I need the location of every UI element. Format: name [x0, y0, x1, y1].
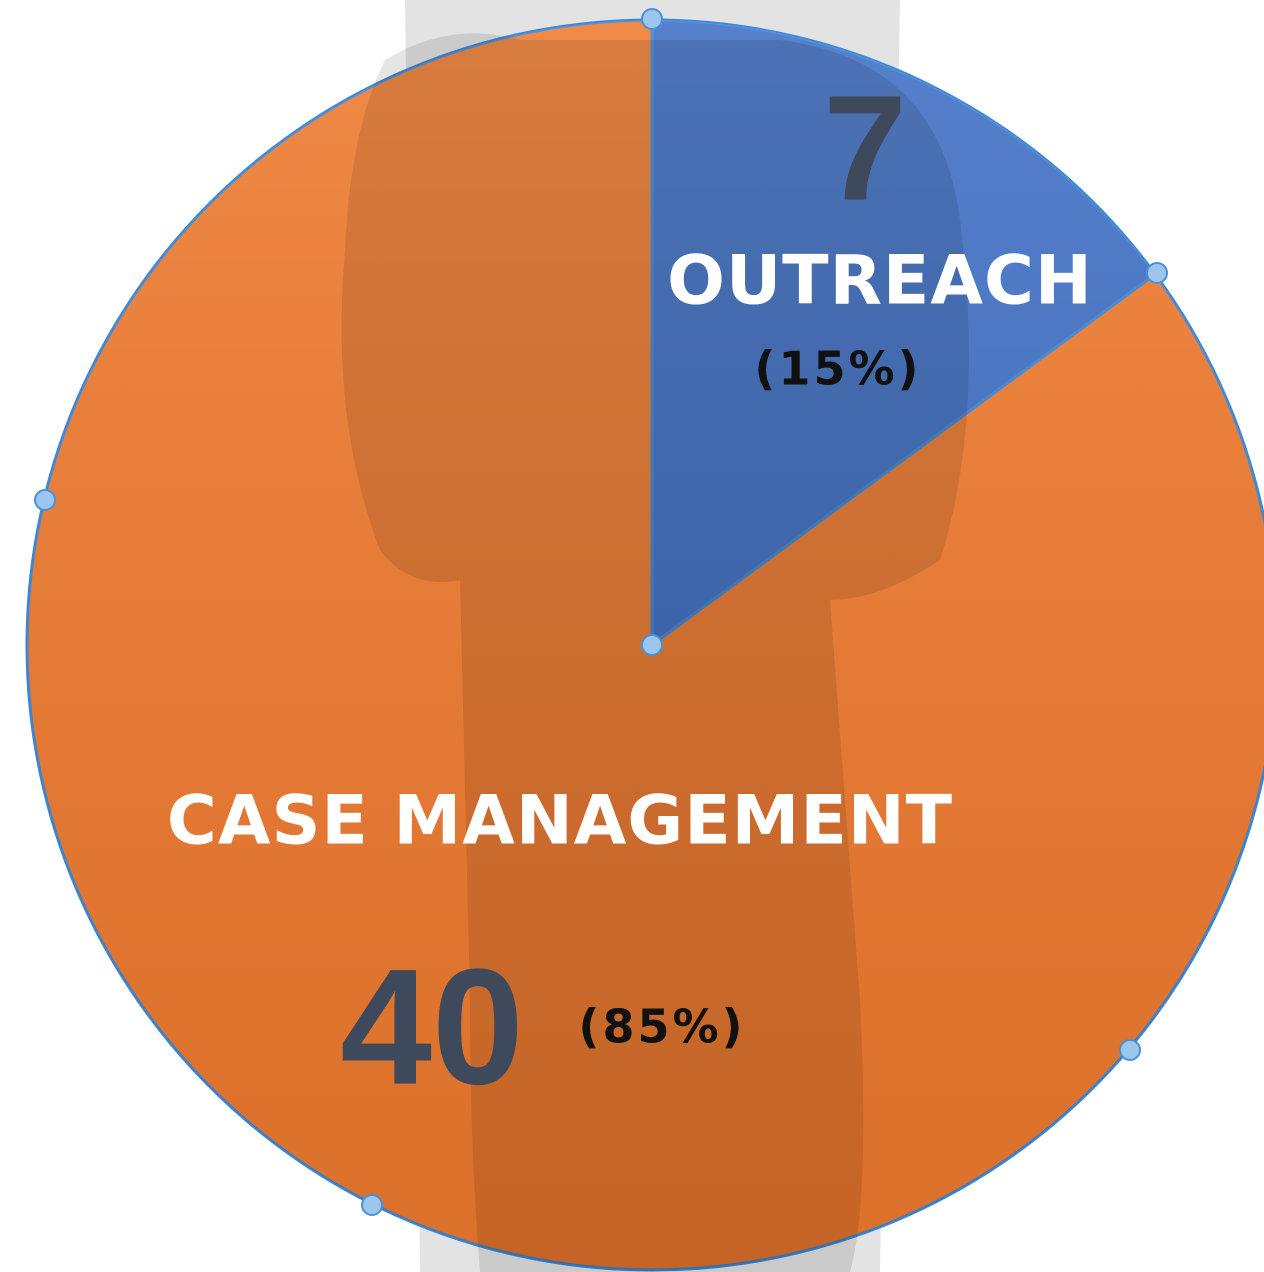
- percent-label: (15%): [754, 342, 921, 396]
- value-label: 40: [340, 935, 524, 1119]
- category-label: OUTREACH: [667, 242, 1093, 321]
- handle: [1147, 263, 1167, 283]
- value-label: 7: [823, 64, 906, 232]
- handle: [35, 490, 55, 510]
- handle: [642, 635, 662, 655]
- handle: [362, 1195, 382, 1215]
- page: 7OUTREACH(15%)40CASE MANAGEMENT(85%) (()…: [0, 0, 1264, 1272]
- category-label: CASE MANAGEMENT: [167, 782, 953, 861]
- handle: [642, 9, 662, 29]
- percent-label: (85%): [578, 1000, 745, 1054]
- handle: [1120, 1040, 1140, 1060]
- chart: 7 OUTREACH (15%) 40 CASE MANAGEMENT (85%): [0, 0, 1264, 1272]
